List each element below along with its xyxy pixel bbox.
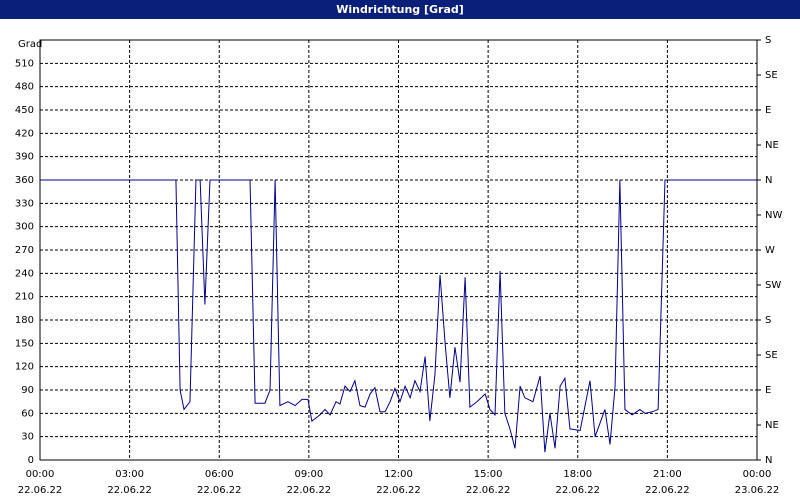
y-tick-label: 210 (15, 292, 34, 303)
x-tick-label: 00:00 (26, 469, 55, 480)
y2-tick-label: NE (765, 420, 779, 431)
y2-tick-label: NW (765, 210, 782, 221)
x-tick-label: 21:00 (653, 469, 682, 480)
x-tick-date: 22.06.22 (645, 485, 690, 496)
y-tick-label: 90 (21, 385, 34, 396)
y-tick-label: 510 (15, 58, 34, 69)
x-tick-label: 18:00 (563, 469, 592, 480)
y2-tick-label: S (765, 315, 771, 326)
y-tick-label: 180 (15, 315, 34, 326)
y2-tick-label: S (765, 35, 771, 46)
y-tick-label: 450 (15, 105, 34, 116)
y2-tick-label: SW (765, 280, 781, 291)
y-axis-label: Grad (18, 39, 42, 50)
x-tick-date: 22.06.22 (376, 485, 421, 496)
x-tick-label: 12:00 (384, 469, 413, 480)
y-tick-label: 300 (15, 222, 34, 233)
y-tick-label: 390 (15, 152, 34, 163)
x-tick-date: 22.06.22 (466, 485, 511, 496)
x-tick-date: 22.06.22 (18, 485, 63, 496)
plot-frame (39, 39, 758, 461)
x-tick-date: 22.06.22 (555, 485, 600, 496)
y-tick-label: 0 (28, 455, 34, 466)
x-tick-label: 03:00 (115, 469, 144, 480)
x-tick-label: 09:00 (294, 469, 323, 480)
y2-tick-label: SE (765, 70, 778, 81)
y-tick-label: 150 (15, 338, 34, 349)
x-tick-date: 22.06.22 (107, 485, 152, 496)
y2-tick-label: N (765, 455, 772, 466)
x-tick-date: 23.06.22 (735, 485, 780, 496)
data-line (40, 179, 757, 453)
y-tick-label: 240 (15, 268, 34, 279)
x-tick-date: 22.06.22 (197, 485, 242, 496)
y2-tick-label: E (765, 385, 771, 396)
window-title: Windrichtung [Grad] (0, 0, 800, 19)
y-tick-label: 120 (15, 362, 34, 373)
x-tick-date: 22.06.22 (287, 485, 332, 496)
y-tick-label: 30 (21, 432, 34, 443)
y-tick-label: 420 (15, 128, 34, 139)
y2-tick-label: W (765, 245, 775, 256)
x-tick-label: 06:00 (205, 469, 234, 480)
y2-tick-label: N (765, 175, 772, 186)
chart: Grad 0 30 60 90 120 150 180 210 240 270 300 330 360 3… (15, 35, 783, 496)
y2-tick-label: NE (765, 140, 779, 151)
y-tick-label: 480 (15, 82, 34, 93)
y2-tick-label: SE (765, 350, 778, 361)
y2-tick-label: E (765, 105, 771, 116)
y-tick-label: 270 (15, 245, 34, 256)
x-tick-label: 00:00 (743, 469, 772, 480)
x-tick-label: 15:00 (474, 469, 503, 480)
y-tick-label: 330 (15, 198, 34, 209)
y-tick-label: 60 (21, 408, 34, 419)
y-tick-label: 360 (15, 175, 34, 186)
